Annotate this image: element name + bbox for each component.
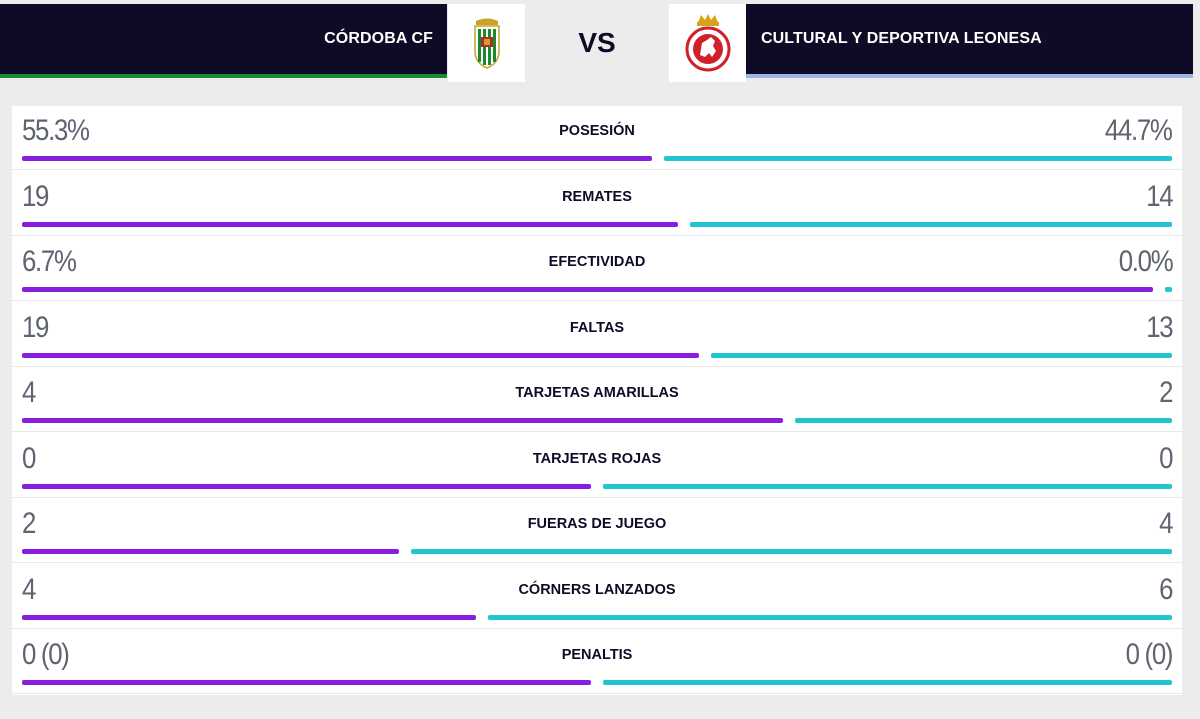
- stat-row: 19 FALTAS 13: [12, 303, 1182, 367]
- stat-row: 4 TARJETAS AMARILLAS 2: [12, 368, 1182, 432]
- away-stat-bar: [411, 549, 1172, 554]
- stat-row: 4 CÓRNERS LANZADOS 6: [12, 565, 1182, 629]
- match-stats-panel: 55.3% POSESIÓN 44.7% 19 REMATES 14 6.7% EFECTIV…: [12, 106, 1182, 695]
- away-stat-bar: [690, 221, 1172, 227]
- cultural-leonesa-crest-icon: [685, 14, 730, 72]
- away-stat-value: 4: [1158, 507, 1173, 540]
- stat-label: PENALTIS: [561, 647, 633, 663]
- away-stat-bar: [603, 680, 1172, 685]
- home-stat-value: 0 (0): [22, 638, 70, 671]
- vs-label: VS: [578, 27, 616, 58]
- home-team-banner: CÓRDOBA CF: [0, 4, 447, 78]
- stat-row: 0 TARJETAS ROJAS 0: [12, 434, 1182, 498]
- match-header: CÓRDOBA CF VS CULTURAL Y DEPORTIVA LEONE…: [0, 0, 1200, 92]
- stat-row: 0 (0) PENALTIS 0 (0): [12, 630, 1182, 694]
- away-stat-bar: [1165, 287, 1172, 292]
- away-stat-bar: [711, 352, 1172, 358]
- home-stat-bar: [22, 680, 591, 685]
- away-team-banner: CULTURAL Y DEPORTIVA LEONESA: [746, 4, 1193, 78]
- home-stat-value: 6.7%: [22, 245, 77, 278]
- stat-label: REMATES: [562, 188, 632, 205]
- home-stat-value: 0: [22, 441, 36, 475]
- stat-label: TARJETAS ROJAS: [532, 450, 662, 467]
- stat-row: 2 FUERAS DE JUEGO 4: [12, 499, 1182, 563]
- stat-label: EFECTIVIDAD: [548, 254, 646, 270]
- home-stat-bar: [22, 156, 652, 161]
- home-stat-value: 4: [22, 572, 36, 606]
- stat-label: POSESIÓN: [559, 123, 635, 139]
- home-stat-value: 19: [22, 179, 49, 213]
- stat-row: 55.3% POSESIÓN 44.7%: [12, 106, 1182, 170]
- away-stat-value: 44.7%: [1105, 114, 1173, 147]
- home-crest-box[interactable]: [448, 4, 525, 82]
- away-stat-value: 13: [1145, 310, 1173, 344]
- home-stat-bar: [22, 352, 699, 358]
- cordoba-cf-crest-icon: [473, 18, 500, 69]
- away-team-name[interactable]: CULTURAL Y DEPORTIVA LEONESA: [761, 30, 1042, 47]
- away-stat-bar: [795, 418, 1172, 423]
- away-crest-box[interactable]: [669, 4, 746, 82]
- away-stat-value: 2: [1158, 376, 1173, 409]
- stat-label: TARJETAS AMARILLAS: [515, 385, 679, 401]
- home-stat-bar: [22, 287, 1153, 292]
- away-stat-value: 6: [1158, 572, 1173, 606]
- away-stat-bar: [664, 156, 1172, 161]
- stat-row: 6.7% EFECTIVIDAD 0.0%: [12, 237, 1182, 301]
- home-stat-value: 55.3%: [22, 114, 90, 147]
- stat-label: FALTAS: [569, 319, 625, 336]
- home-stat-value: 19: [22, 310, 49, 344]
- stat-row: 19 REMATES 14: [12, 172, 1182, 236]
- home-team-name[interactable]: CÓRDOBA CF: [324, 30, 433, 47]
- home-stat-bar: [22, 418, 783, 423]
- home-stat-bar: [22, 221, 678, 227]
- stat-label: FUERAS DE JUEGO: [527, 516, 667, 532]
- away-stat-value: 0.0%: [1118, 245, 1173, 278]
- home-stat-value: 2: [22, 507, 36, 540]
- away-stat-bar: [603, 483, 1172, 489]
- home-stat-value: 4: [22, 376, 36, 409]
- away-stat-value: 14: [1145, 179, 1173, 213]
- stat-label: CÓRNERS LANZADOS: [518, 581, 676, 598]
- away-stat-bar: [488, 614, 1172, 620]
- home-stat-bar: [22, 483, 591, 489]
- away-stat-value: 0: [1158, 441, 1173, 475]
- home-stat-bar: [22, 549, 399, 554]
- home-stat-bar: [22, 614, 476, 620]
- away-stat-value: 0 (0): [1125, 638, 1173, 671]
